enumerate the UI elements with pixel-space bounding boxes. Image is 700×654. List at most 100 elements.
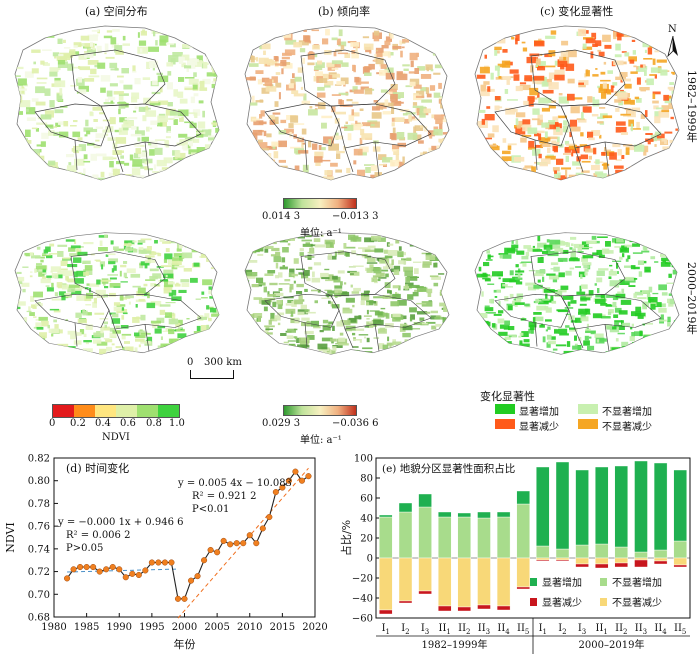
map-patch — [582, 106, 592, 113]
map-patch — [435, 315, 442, 317]
map-patch — [216, 346, 219, 349]
map-patch — [520, 318, 527, 321]
map-patch — [621, 78, 631, 82]
map-patch — [269, 176, 278, 180]
map-patch — [103, 321, 108, 325]
map-patch — [497, 318, 505, 324]
map-patch — [119, 117, 127, 123]
map-patch — [135, 148, 142, 154]
map-patch — [390, 94, 398, 102]
map-patch — [477, 313, 488, 319]
map-patch — [596, 249, 603, 256]
map-patch — [444, 29, 449, 31]
legend-label: 显著增加 — [542, 576, 582, 589]
map-patch — [153, 164, 157, 170]
map-patch — [168, 328, 175, 335]
ndvi-point — [214, 549, 221, 556]
bar-segment — [634, 559, 648, 568]
map-patch — [88, 75, 100, 78]
map-patch — [95, 289, 106, 295]
map-patch — [614, 99, 622, 103]
map-patch — [296, 283, 304, 288]
map-patch — [572, 345, 582, 350]
map-patch — [584, 148, 596, 153]
map-patch — [569, 247, 573, 250]
map-patch — [23, 339, 35, 342]
map-patch — [557, 60, 568, 67]
map-patch — [668, 302, 674, 307]
map-patch — [496, 50, 500, 54]
map-patch — [511, 36, 515, 40]
map-patch — [114, 68, 119, 71]
map-patch — [567, 301, 571, 307]
map-patch — [507, 99, 518, 101]
map-patch — [377, 237, 386, 242]
map-patch — [566, 143, 575, 146]
map-patch — [440, 247, 449, 254]
map-patch — [132, 285, 141, 288]
map-patch — [431, 276, 441, 280]
map-patch — [364, 237, 375, 243]
map-patch — [558, 328, 568, 334]
map-patch — [389, 345, 392, 349]
map-patch — [277, 322, 281, 326]
map-patch — [56, 56, 67, 62]
map-patch — [131, 92, 140, 100]
map-patch — [620, 132, 628, 135]
map-patch — [345, 297, 355, 303]
map-patch — [600, 303, 608, 306]
map-patch — [671, 71, 675, 74]
map-patch — [126, 268, 136, 274]
map-patch — [413, 261, 422, 263]
map-patch — [416, 341, 425, 344]
map-patch — [401, 183, 406, 189]
map-patch — [186, 68, 189, 72]
map-patch — [196, 147, 206, 153]
map-patch — [15, 336, 26, 342]
map-patch — [399, 350, 405, 354]
y-tick-label: −20 — [352, 574, 373, 585]
map-patch — [366, 318, 370, 320]
map-patch — [146, 126, 150, 132]
map-patch — [124, 243, 132, 246]
map-patch — [106, 355, 113, 357]
map-patch — [142, 178, 153, 180]
map-patch — [109, 277, 117, 280]
map-patch — [430, 310, 438, 314]
map-patch — [412, 291, 419, 297]
map-zone-boundaries — [264, 251, 432, 352]
map-patch — [327, 253, 332, 260]
map-patch — [639, 172, 651, 177]
map-patch — [385, 263, 394, 269]
map-patch — [34, 34, 42, 37]
map-patch — [479, 333, 490, 339]
map-patch — [141, 136, 149, 142]
map-patch — [448, 274, 449, 277]
map-patch — [433, 126, 439, 130]
map-patch — [311, 29, 319, 32]
zone-boundary — [100, 103, 202, 149]
map-patch — [191, 138, 200, 143]
map-patch — [660, 253, 670, 257]
map-patch — [416, 90, 425, 99]
map-patch — [163, 288, 171, 294]
ndvi-point — [174, 595, 182, 602]
map-patch — [410, 314, 415, 320]
map-patch — [175, 322, 181, 328]
map-patch — [123, 353, 131, 355]
map-patch — [118, 95, 124, 101]
map-patch — [507, 352, 512, 355]
map-patch — [45, 124, 53, 128]
map-patch — [605, 241, 611, 247]
map-patch — [548, 105, 556, 109]
map-patch — [405, 284, 409, 290]
map-patch — [307, 335, 315, 340]
ndvi-point — [233, 540, 240, 547]
map-patch — [373, 296, 384, 299]
map-patch — [48, 160, 56, 166]
map-patch — [378, 277, 387, 279]
map-patch — [257, 79, 263, 85]
map-patch — [39, 356, 48, 361]
map-patch — [132, 243, 135, 246]
map-patch — [266, 133, 272, 138]
